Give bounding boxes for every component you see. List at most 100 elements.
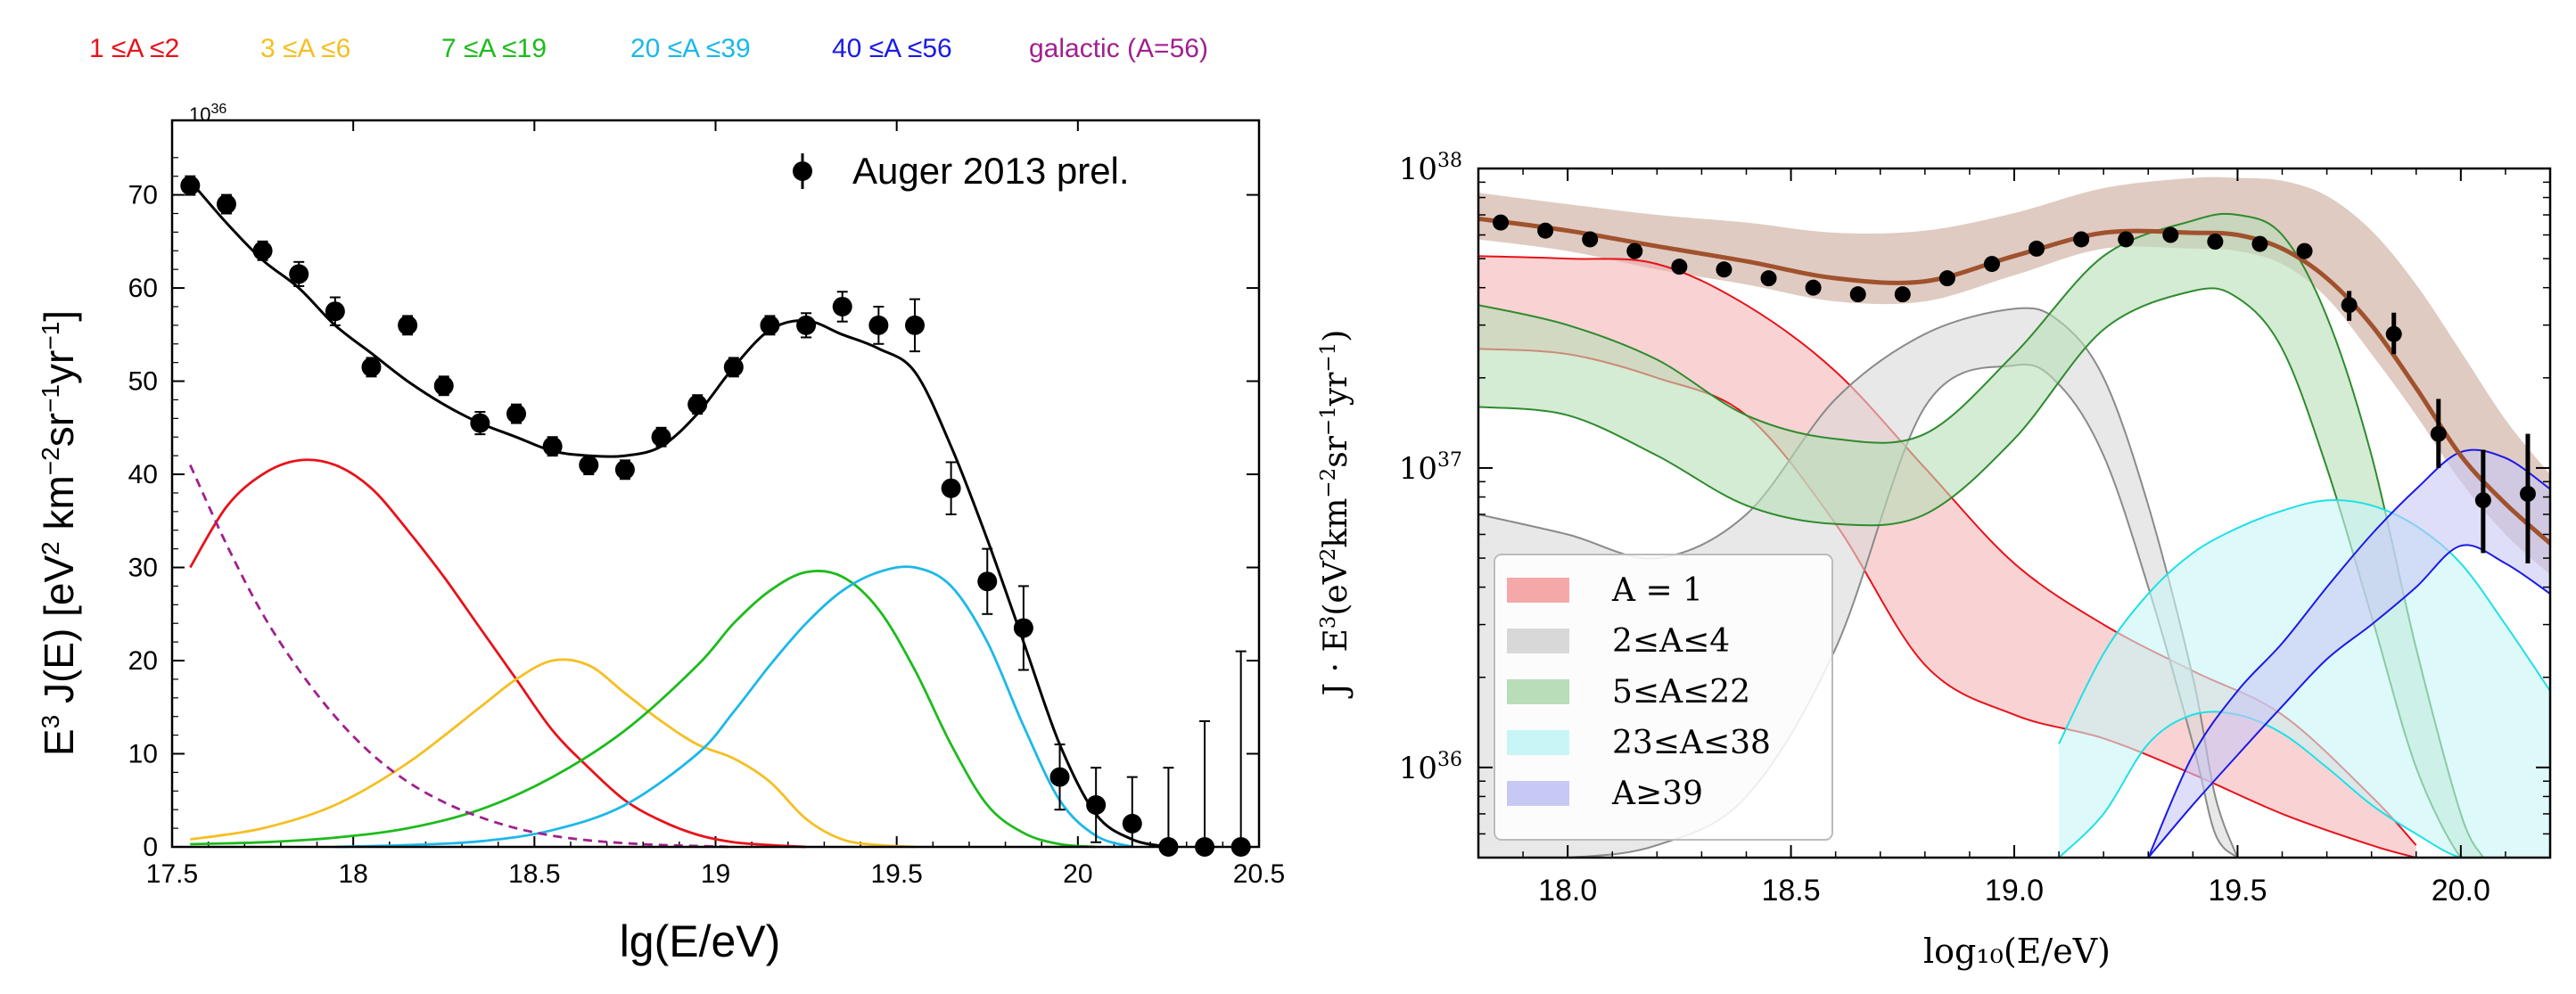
right-legend: A = 1 2≤A≤4 5≤A≤22 23≤A≤38 A≥39 — [1494, 554, 1833, 841]
y-tick-label: 50 — [128, 367, 158, 397]
band-total — [1478, 177, 2550, 575]
data-point — [252, 241, 273, 261]
y-tick-label: 40 — [128, 460, 158, 489]
y-tick-label: 1036 — [1399, 749, 1462, 786]
right-legend-frame — [1494, 554, 1833, 841]
right-x-axis-label: log₁₀(E/eV) — [1923, 932, 2111, 971]
y-tick-label: 60 — [128, 274, 158, 303]
data-point — [2251, 235, 2268, 252]
y-tick-base: 10 — [1399, 751, 1437, 786]
left-y-axis-label: E3 J(E) [eV2 km−2sr−1yr−1] — [36, 310, 82, 756]
x-tick-label: 18.0 — [1538, 874, 1597, 908]
y-tick-exp: 38 — [1437, 150, 1462, 172]
band-A-39-lower — [2147, 544, 2550, 858]
right-data-points — [1493, 214, 2536, 564]
legend-label: 5≤A≤22 — [1612, 674, 1750, 711]
curve-galactic-A-56- — [189, 464, 734, 849]
left-x-ticks: 17.5 18 18.5 19 19.5 20 20.5 — [146, 120, 1285, 889]
curve-7-A-19 — [190, 570, 1097, 849]
legend-auger-label: Auger 2013 prel. — [852, 150, 1130, 192]
data-point — [1537, 222, 1554, 239]
curve-total-fit — [189, 179, 1169, 849]
right-curves — [1478, 216, 2550, 546]
data-point — [216, 194, 236, 215]
x-tick-label: 18.5 — [1761, 874, 1820, 908]
data-point — [506, 404, 527, 424]
data-point — [1671, 259, 1688, 275]
top-legend-40-56: 40 ≤A ≤56 — [832, 34, 952, 63]
x-tick-label: 18.5 — [508, 859, 560, 889]
x-tick-label: 19 — [701, 859, 730, 889]
band-23-A-38-lower — [2058, 711, 2550, 858]
left-y-ticks: 0 10 20 30 40 50 60 70 — [128, 157, 1259, 862]
y-tick-label: 70 — [128, 181, 158, 210]
top-legend-7-19: 7 ≤A ≤19 — [441, 34, 547, 63]
data-point — [289, 264, 309, 284]
y-tick-base: 10 — [1399, 451, 1437, 487]
y-tick-label: 1038 — [1399, 150, 1462, 187]
left-inner-legend: Auger 2013 prel. — [793, 150, 1130, 192]
data-point — [904, 315, 925, 335]
y-multiplier-exp: 36 — [210, 102, 226, 117]
y-tick-label: 1037 — [1399, 449, 1462, 487]
data-point — [651, 427, 671, 448]
data-point — [832, 296, 852, 316]
left-plot-frame — [170, 119, 1261, 849]
y-multiplier: 1036 — [189, 102, 226, 126]
data-point — [325, 301, 345, 322]
data-point — [2296, 242, 2313, 259]
curve-3-A-6 — [190, 658, 916, 849]
x-tick-label: 20.0 — [2432, 874, 2490, 908]
legend-label: A≥39 — [1611, 776, 1703, 812]
data-point — [2385, 325, 2402, 342]
data-point — [2519, 485, 2536, 502]
data-point — [1894, 286, 1911, 303]
legend-swatch — [1507, 781, 1569, 806]
data-point — [2474, 492, 2491, 509]
data-point — [687, 394, 708, 415]
legend-swatch — [1507, 628, 1569, 653]
data-point — [470, 413, 490, 433]
data-point — [868, 315, 889, 335]
x-tick-label: 19.5 — [2208, 874, 2267, 908]
right-y-axis-label: J · E3(eV2km−2sr−1yr−1) — [1317, 330, 1354, 700]
data-point — [2341, 297, 2358, 314]
y-tick-label: 0 — [143, 833, 158, 862]
curve-total-fit — [1478, 216, 2550, 546]
y-tick-exp: 36 — [1437, 749, 1462, 771]
data-point — [760, 315, 780, 335]
data-point — [180, 176, 201, 196]
y-tick-base: 10 — [1399, 152, 1437, 187]
y-tick-label: 20 — [128, 646, 158, 676]
data-point — [542, 436, 563, 456]
data-point — [1049, 767, 1070, 787]
legend-label: 2≤A≤4 — [1612, 623, 1730, 660]
left-data-points — [180, 175, 1251, 857]
x-tick-label: 17.5 — [146, 859, 198, 889]
data-point — [2207, 234, 2224, 251]
data-point — [2118, 231, 2135, 248]
data-point — [1122, 813, 1142, 834]
data-point — [579, 455, 599, 475]
y-tick-label: 30 — [128, 554, 158, 583]
data-point — [1849, 286, 1866, 303]
data-point — [1582, 231, 1599, 248]
data-point — [433, 375, 454, 396]
data-point — [398, 315, 418, 335]
legend-swatch — [1507, 679, 1569, 704]
top-legend-20-39: 20 ≤A ≤39 — [630, 34, 751, 63]
curve-1-A-2 — [189, 458, 807, 849]
curve-20-A-39 — [334, 565, 1133, 849]
band-23-A-38-upper — [2058, 498, 2550, 744]
x-tick-label: 19.5 — [870, 859, 922, 889]
top-legend-1-2: 1 ≤A ≤2 — [89, 34, 179, 63]
data-point — [1805, 279, 1822, 296]
data-point — [361, 357, 382, 377]
band-A-39-upper — [2147, 448, 2550, 858]
y-tick-exp: 37 — [1437, 449, 1462, 472]
data-point — [2073, 231, 2090, 248]
left-x-axis-label: lg(E/eV) — [620, 916, 781, 966]
right-x-ticks: 18.0 18.5 19.0 19.5 20.0 — [1522, 168, 2551, 908]
top-legend-3-6: 3 ≤A ≤6 — [260, 34, 350, 63]
